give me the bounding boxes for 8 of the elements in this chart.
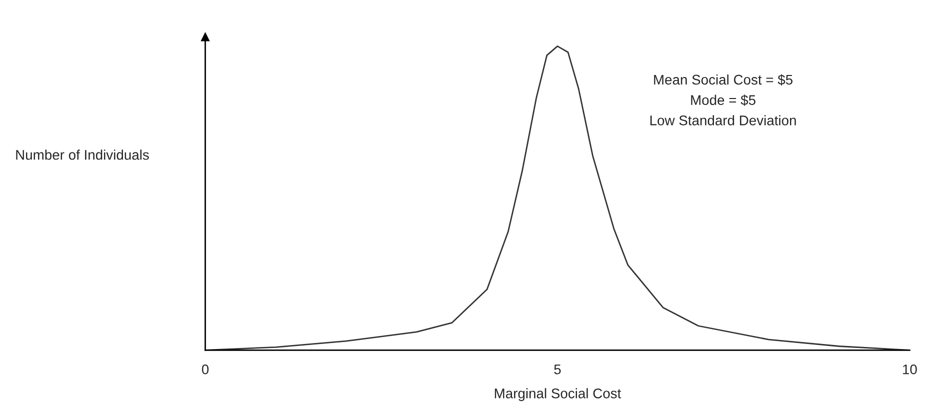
annotation: Mode = $5 bbox=[691, 94, 756, 106]
x-tick-label: 10 bbox=[903, 364, 917, 374]
x-tick-label: 5 bbox=[554, 364, 561, 374]
x-axis-title: Marginal Social Cost bbox=[494, 388, 622, 402]
annotation: Mean Social Cost = $5 bbox=[654, 74, 792, 86]
annotation: Low Standard Deviation bbox=[650, 115, 796, 126]
x-tick-label: 0 bbox=[202, 364, 209, 374]
y-axis-title: Number of Individuals bbox=[16, 150, 149, 160]
